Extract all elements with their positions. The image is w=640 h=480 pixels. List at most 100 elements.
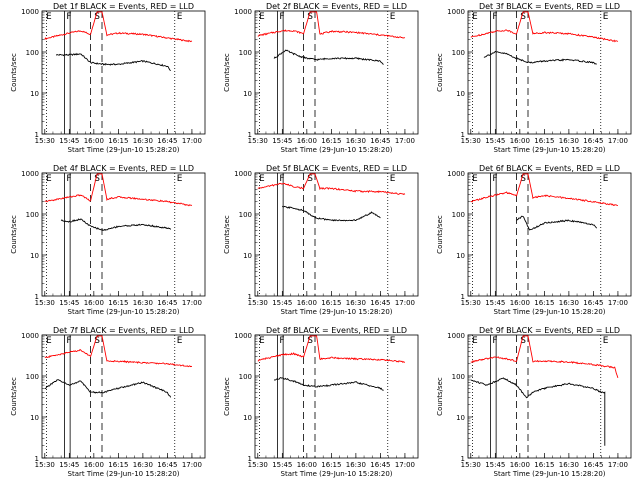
x-tick-label: 17:00 (182, 299, 202, 307)
x-tick-label: 16:30 (346, 461, 366, 469)
x-tick-label: 16:45 (370, 299, 390, 307)
x-tick-label: 15:30 (35, 461, 55, 469)
events-series-line (55, 52, 171, 72)
x-tick-label: 16:00 (84, 137, 104, 145)
y-tick-label: 1 (461, 293, 465, 301)
y-axis-label: Counts/sec (223, 53, 231, 92)
x-tick-label: 16:30 (133, 461, 153, 469)
x-tick-label: 16:00 (510, 299, 530, 307)
x-axis-label: Start Time (29-Jun-10 15:28:20) (281, 308, 393, 316)
x-tick-label: 15:45 (485, 461, 505, 469)
marker-label-f: F (66, 12, 71, 22)
x-tick-label: 17:00 (395, 461, 415, 469)
x-tick-label: 15:30 (461, 299, 481, 307)
y-axis-label: Counts/sec (436, 215, 444, 254)
x-tick-label: 16:15 (534, 461, 554, 469)
panel-title: Det 9f BLACK = Events, RED = LLD (479, 326, 620, 335)
events-series-line (44, 379, 172, 398)
x-tick-label: 16:45 (583, 299, 603, 307)
y-tick-label: 1 (35, 455, 39, 463)
y-axis-label: Counts/sec (223, 377, 231, 416)
marker-label-s: S (520, 174, 526, 184)
panel-7: Det 7f BLACK = Events, RED = LLD 1 10 100 10… (10, 326, 206, 478)
marker-label-e-end: E (603, 174, 609, 184)
marker-label-s: S (307, 12, 313, 22)
y-axis-label: Counts/sec (10, 377, 18, 416)
x-tick-label: 16:45 (583, 137, 603, 145)
x-tick-label: 16:00 (84, 299, 104, 307)
marker-label-e-end: E (177, 12, 183, 22)
marker-label-e-end: E (603, 12, 609, 22)
y-tick-label: 1000 (447, 170, 465, 178)
plot-frame (41, 334, 206, 459)
y-tick-label: 100 (239, 49, 252, 57)
x-tick-label: 16:00 (510, 137, 530, 145)
panel-title: Det 4f BLACK = Events, RED = LLD (53, 164, 194, 173)
y-tick-label: 1 (248, 131, 252, 139)
panel-title: Det 5f BLACK = Events, RED = LLD (266, 164, 407, 173)
marker-label-f: F (66, 174, 71, 184)
lld-series-line (44, 335, 193, 368)
x-tick-label: 16:30 (346, 299, 366, 307)
marker-label-f: F (66, 336, 71, 346)
x-tick-label: 16:30 (133, 299, 153, 307)
x-tick-label: 16:15 (534, 299, 554, 307)
x-tick-label: 17:00 (182, 461, 202, 469)
lld-series-line (470, 11, 619, 43)
y-tick-label: 10 (456, 414, 465, 422)
events-series-line (281, 205, 381, 222)
y-tick-label: 100 (239, 211, 252, 219)
marker-label-e-start: E (259, 12, 265, 22)
marker-label-f: F (279, 174, 284, 184)
x-axis-label: Start Time (29-Jun-10 15:28:20) (68, 308, 180, 316)
events-series-line (470, 377, 606, 446)
y-tick-label: 1000 (234, 332, 252, 340)
y-tick-label: 1000 (21, 170, 39, 178)
panel-9: Det 9f BLACK = Events, RED = LLD 1 10 100 10… (436, 326, 632, 478)
x-tick-label: 16:15 (321, 299, 341, 307)
marker-label-s: S (520, 336, 526, 346)
y-tick-label: 1000 (21, 332, 39, 340)
x-tick-label: 16:00 (84, 461, 104, 469)
marker-label-e-end: E (603, 336, 609, 346)
y-tick-label: 10 (456, 90, 465, 98)
x-tick-label: 17:00 (395, 137, 415, 145)
x-tick-label: 17:00 (395, 299, 415, 307)
marker-label-s: S (94, 336, 100, 346)
plot-frame (467, 172, 632, 297)
x-tick-label: 15:45 (59, 137, 79, 145)
marker-label-e-start: E (472, 12, 478, 22)
x-axis-label: Start Time (29-Jun-10 15:28:20) (281, 146, 393, 154)
marker-label-s: S (307, 336, 313, 346)
x-tick-label: 16:00 (297, 137, 317, 145)
x-tick-label: 17:00 (608, 137, 628, 145)
y-tick-label: 10 (243, 414, 252, 422)
lld-series-line (257, 335, 406, 363)
plot-frame (254, 334, 419, 459)
y-tick-label: 1 (461, 455, 465, 463)
x-axis-label: Start Time (29-Jun-10 15:28:20) (494, 146, 606, 154)
x-tick-label: 15:45 (485, 299, 505, 307)
y-tick-label: 1000 (234, 8, 252, 16)
x-tick-label: 16:15 (321, 461, 341, 469)
x-tick-label: 15:30 (461, 137, 481, 145)
x-axis-label: Start Time (29-Jun-10 15:28:20) (68, 470, 180, 478)
x-tick-label: 16:45 (157, 137, 177, 145)
marker-label-e-end: E (390, 336, 396, 346)
plot-frame (467, 334, 632, 459)
x-tick-label: 16:15 (321, 137, 341, 145)
plot-frame (41, 172, 206, 297)
x-axis-label: Start Time (29-Jun-10 15:28:20) (68, 146, 180, 154)
marker-label-e-start: E (46, 174, 52, 184)
plot-frame (41, 10, 206, 135)
marker-label-e-start: E (472, 174, 478, 184)
lld-series-line (44, 11, 193, 43)
marker-label-e-start: E (259, 336, 265, 346)
lld-series-line (470, 335, 619, 379)
x-axis-label: Start Time (29-Jun-10 15:28:20) (494, 308, 606, 316)
y-tick-label: 10 (30, 90, 39, 98)
y-tick-label: 100 (239, 373, 252, 381)
x-tick-label: 16:15 (108, 137, 128, 145)
x-tick-label: 15:30 (248, 137, 268, 145)
